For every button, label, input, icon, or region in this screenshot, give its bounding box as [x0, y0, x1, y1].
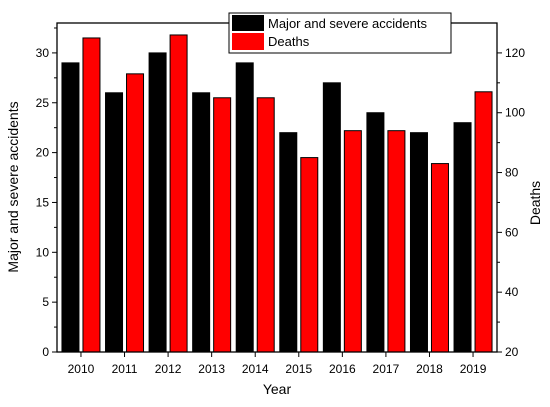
x-tick-label: 2013 — [198, 362, 225, 376]
y-tick-label: 15 — [36, 195, 50, 209]
legend-box — [228, 12, 452, 54]
y-axis-label: Major and severe accidents — [5, 101, 21, 272]
legend-swatch-accidents — [232, 15, 264, 31]
bar-accidents-2012 — [148, 52, 167, 353]
x-tick-label: 2019 — [460, 362, 487, 376]
bar-deaths-2019 — [474, 91, 493, 353]
bar-deaths-2018 — [430, 163, 449, 353]
bar-deaths-2011 — [126, 73, 145, 353]
y2-tick-label: 80 — [505, 166, 519, 180]
x-tick-label: 2010 — [68, 362, 95, 376]
y2-tick-label: 100 — [505, 106, 525, 120]
x-tick-label: 2018 — [416, 362, 443, 376]
bar-deaths-2013 — [213, 97, 232, 353]
axis-layer: 2010 2011 2012 2013 2014 2015 2016 2017 2018 2019… — [36, 27, 525, 376]
y2-axis-label: Deaths — [527, 181, 543, 225]
x-tick-label: 2012 — [155, 362, 182, 376]
bar-accidents-2015 — [279, 132, 298, 353]
x-tick-label: 2011 — [112, 362, 138, 376]
x-tick-label: 2015 — [285, 362, 312, 376]
y2-tick-label: 60 — [505, 225, 519, 239]
bar-deaths-2014 — [256, 97, 275, 353]
bar-accidents-2016 — [322, 82, 341, 353]
x-tick-label: 2016 — [329, 362, 356, 376]
y2-tick-label: 20 — [505, 345, 519, 359]
y-tick-label: 20 — [36, 146, 50, 160]
y2-tick-label: 40 — [505, 285, 519, 299]
bar-deaths-2016 — [343, 130, 362, 353]
y2-tick-label: 120 — [505, 46, 525, 60]
x-tick-label: 2014 — [242, 362, 269, 376]
bar-deaths-2012 — [169, 34, 188, 353]
bar-accidents-2017 — [366, 112, 385, 353]
y-tick-label: 10 — [36, 245, 50, 259]
y-tick-label: 25 — [36, 96, 50, 110]
legend-label-accidents: Major and severe accidents — [268, 16, 427, 31]
legend-label-deaths: Deaths — [268, 34, 310, 49]
y-tick-label: 5 — [42, 295, 49, 309]
bar-deaths-2017 — [387, 130, 406, 353]
legend-swatch-deaths — [232, 33, 264, 50]
bar-deaths-2010 — [82, 37, 101, 353]
bar-accidents-2013 — [192, 92, 211, 353]
x-axis-label: Year — [263, 381, 292, 397]
bar-accidents-2014 — [235, 62, 254, 353]
legend: Major and severe accidents Deaths — [228, 12, 452, 54]
y-tick-label: 30 — [36, 46, 50, 60]
bars-layer — [61, 34, 493, 353]
bar-accidents-2011 — [105, 92, 124, 353]
bar-accidents-2019 — [453, 122, 472, 353]
x-tick-label: 2017 — [373, 362, 400, 376]
bar-accidents-2010 — [61, 62, 80, 353]
y-tick-label: 0 — [42, 345, 49, 359]
bar-deaths-2015 — [300, 157, 319, 353]
bar-accidents-2018 — [409, 132, 428, 353]
